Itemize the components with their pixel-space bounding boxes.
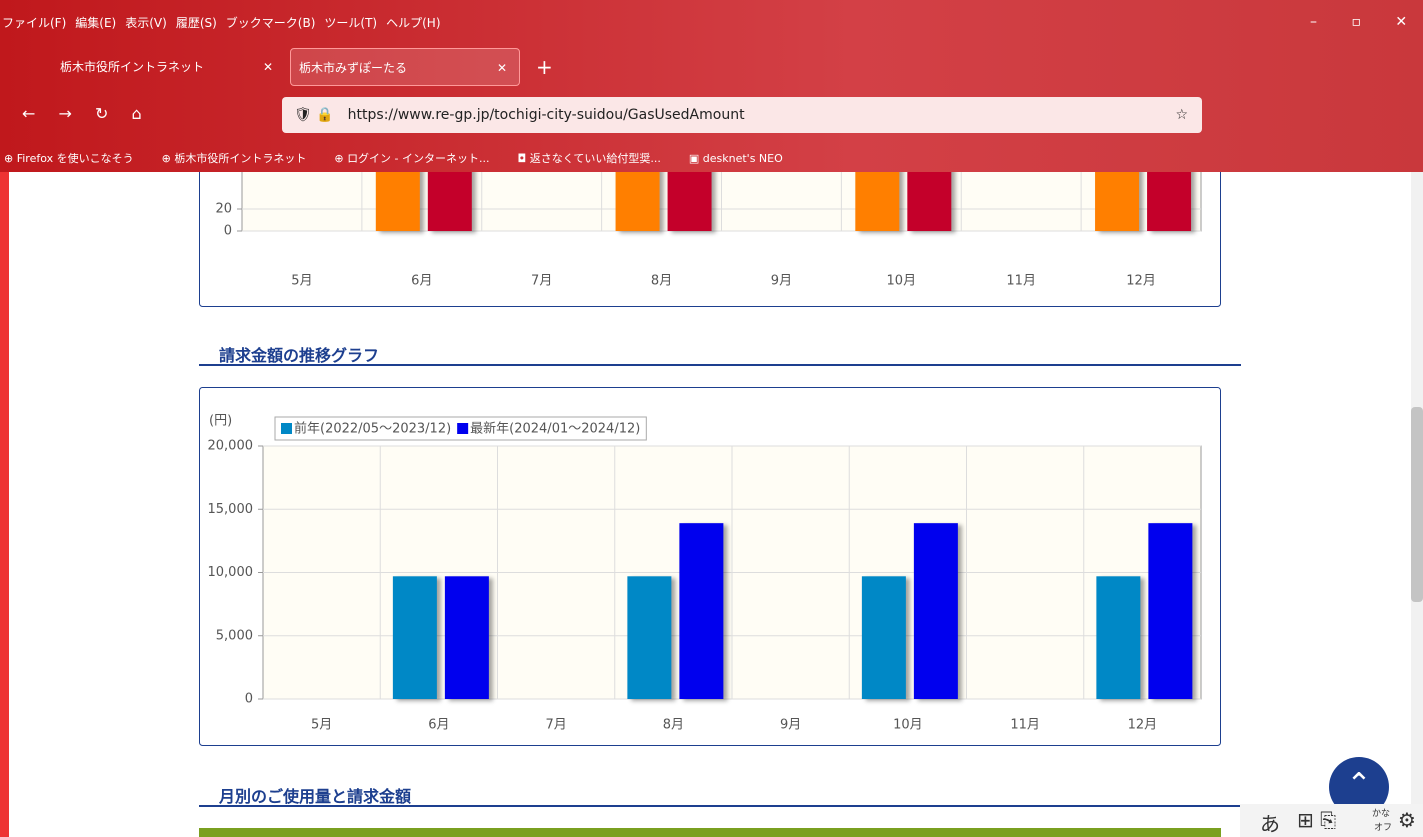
- ime-kana[interactable]: かな: [1372, 806, 1390, 819]
- y-tick-label: 20: [215, 202, 232, 217]
- section-heading: 請求金額の推移グラフ: [199, 342, 1241, 366]
- x-tick-label: 12月: [1126, 274, 1156, 289]
- new-tab[interactable]: +: [536, 55, 553, 79]
- ime-toolbar: あ ⊞ ⎘ かな オフ ⚙: [1240, 804, 1423, 837]
- bookmark[interactable]: ⊕ Firefox を使いこなそう: [4, 152, 148, 165]
- x-tick-label: 7月: [531, 274, 552, 289]
- y-tick-label: 0: [224, 224, 232, 239]
- bar: [914, 523, 958, 699]
- ime-mode[interactable]: あ: [1260, 808, 1280, 837]
- menu-item[interactable]: ヘルプ(H): [386, 16, 440, 30]
- legend-label: 最新年(2024/01～2024/12): [470, 421, 640, 437]
- bar: [679, 523, 723, 699]
- tab-active[interactable]: 栃木市みずぽーたる✕: [290, 48, 520, 86]
- bookmark[interactable]: ⊕ ログイン - インターネット...: [334, 152, 503, 165]
- x-tick-label: 6月: [411, 274, 432, 289]
- y-axis-label: (円): [209, 414, 232, 429]
- x-tick-label: 5月: [311, 718, 332, 733]
- y-tick-label: 15,000: [208, 502, 254, 517]
- y-tick-label: 20,000: [208, 439, 254, 454]
- bar: [428, 165, 472, 231]
- bookmark[interactable]: ◘ 返さなくていい給付型奨...: [518, 152, 675, 165]
- x-tick-label: 6月: [428, 718, 449, 733]
- bar: [376, 165, 420, 231]
- y-tick-label: 5,000: [216, 628, 253, 643]
- menu-item[interactable]: 表示(V): [125, 16, 167, 30]
- bar: [445, 576, 489, 699]
- nav-buttons[interactable]: ← → ↻ ⌂: [22, 104, 142, 123]
- menu-item[interactable]: 履歴(S): [176, 16, 217, 30]
- menu-item[interactable]: ブックマーク(B): [226, 16, 316, 30]
- bookmark[interactable]: ▣ desknet's NEO: [689, 152, 797, 165]
- legend-swatch: [281, 423, 292, 434]
- bar: [1096, 576, 1140, 699]
- x-tick-label: 8月: [651, 274, 672, 289]
- scrollbar[interactable]: [1411, 172, 1423, 837]
- x-tick-label: 5月: [291, 274, 312, 289]
- bar: [1095, 165, 1139, 231]
- y-tick-label: 0: [245, 692, 253, 707]
- x-tick-label: 9月: [780, 718, 801, 733]
- bar: [616, 165, 660, 231]
- bar: [862, 576, 906, 699]
- bar: [668, 165, 712, 231]
- menu-item[interactable]: ファイル(F): [2, 16, 66, 30]
- table-header: [199, 828, 1221, 837]
- bookmark[interactable]: ⊕ 栃木市役所イントラネット: [162, 152, 321, 165]
- chart-billing: 0 5,000 10,000 15,000 20,000 5月 6月 7月 8月 9月 10月 11月…: [199, 387, 1222, 746]
- bar: [1147, 165, 1191, 231]
- bar: [393, 576, 437, 699]
- x-tick-label: 11月: [1006, 274, 1036, 289]
- bar: [1148, 523, 1192, 699]
- x-tick-label: 8月: [663, 718, 684, 733]
- page: ファイル(F) 編集(E) 表示(V) 履歴(S) ブックマーク(B) ツール(T) ヘルプ…: [0, 0, 1423, 837]
- bar: [855, 165, 899, 231]
- bar: [627, 576, 671, 699]
- window-controls[interactable]: – ▫ ✕: [1310, 14, 1407, 30]
- x-tick-label: 7月: [545, 718, 566, 733]
- section-heading: 月別のご使用量と請求金額: [199, 783, 1241, 807]
- browser-chrome: ファイル(F) 編集(E) 表示(V) 履歴(S) ブックマーク(B) ツール(T) ヘルプ…: [0, 0, 1423, 172]
- ime-off: オフ: [1374, 820, 1392, 833]
- menu-item[interactable]: ツール(T): [324, 16, 377, 30]
- x-tick-label: 12月: [1128, 718, 1158, 733]
- x-tick-label: 9月: [771, 274, 792, 289]
- bar: [907, 165, 951, 231]
- menu-item[interactable]: 編集(E): [75, 16, 116, 30]
- legend-swatch: [457, 423, 468, 434]
- url-text: https://www.re-gp.jp/tochigi-city-suidou…: [348, 107, 745, 123]
- x-tick-label: 10月: [887, 274, 917, 289]
- y-tick-label: 10,000: [208, 565, 254, 580]
- tab-title: 栃木市みずぽーたる: [299, 61, 407, 75]
- x-tick-label: 10月: [893, 718, 923, 733]
- tab[interactable]: 栃木市役所イントラネット✕: [20, 48, 285, 86]
- x-tick-label: 11月: [1010, 718, 1040, 733]
- legend-label: 前年(2022/05～2023/12): [294, 421, 451, 437]
- url-bar[interactable]: 🛡 🔒https://www.re-gp.jp/tochigi-city-sui…: [282, 97, 1202, 133]
- tab-title: 栃木市役所イントラネット: [60, 60, 204, 74]
